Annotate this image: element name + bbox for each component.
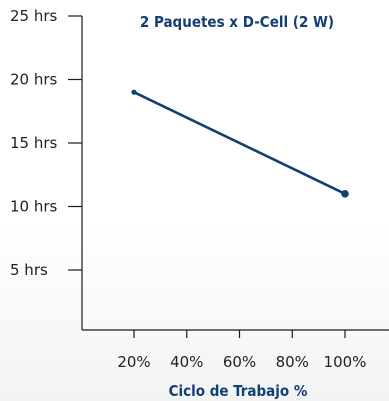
chart-title: 2 Paquetes x D-Cell (2 W)	[140, 13, 334, 31]
x-axis-label: Ciclo de Trabajo %	[169, 382, 308, 400]
y-tick-label: 20 hrs	[10, 71, 58, 89]
x-axis-ticks: 20% 40% 60% 80% 100%	[117, 330, 366, 371]
y-axis-ticks: 5 hrs 10 hrs 15 hrs 20 hrs 25 hrs	[10, 7, 82, 279]
y-tick-label: 15 hrs	[10, 134, 58, 152]
x-tick-label: 60%	[223, 353, 256, 371]
y-tick-label: 10 hrs	[10, 198, 58, 216]
data-point	[131, 89, 137, 95]
x-tick-label: 100%	[324, 353, 367, 371]
x-tick-label: 80%	[276, 353, 309, 371]
x-tick-label: 20%	[117, 353, 150, 371]
x-tick-label: 40%	[170, 353, 203, 371]
series-layer	[131, 89, 349, 198]
series-line	[133, 91, 346, 195]
data-point	[341, 190, 349, 198]
y-tick-label: 25 hrs	[10, 7, 58, 25]
y-tick-label: 5 hrs	[10, 261, 48, 279]
axes	[81, 16, 389, 331]
